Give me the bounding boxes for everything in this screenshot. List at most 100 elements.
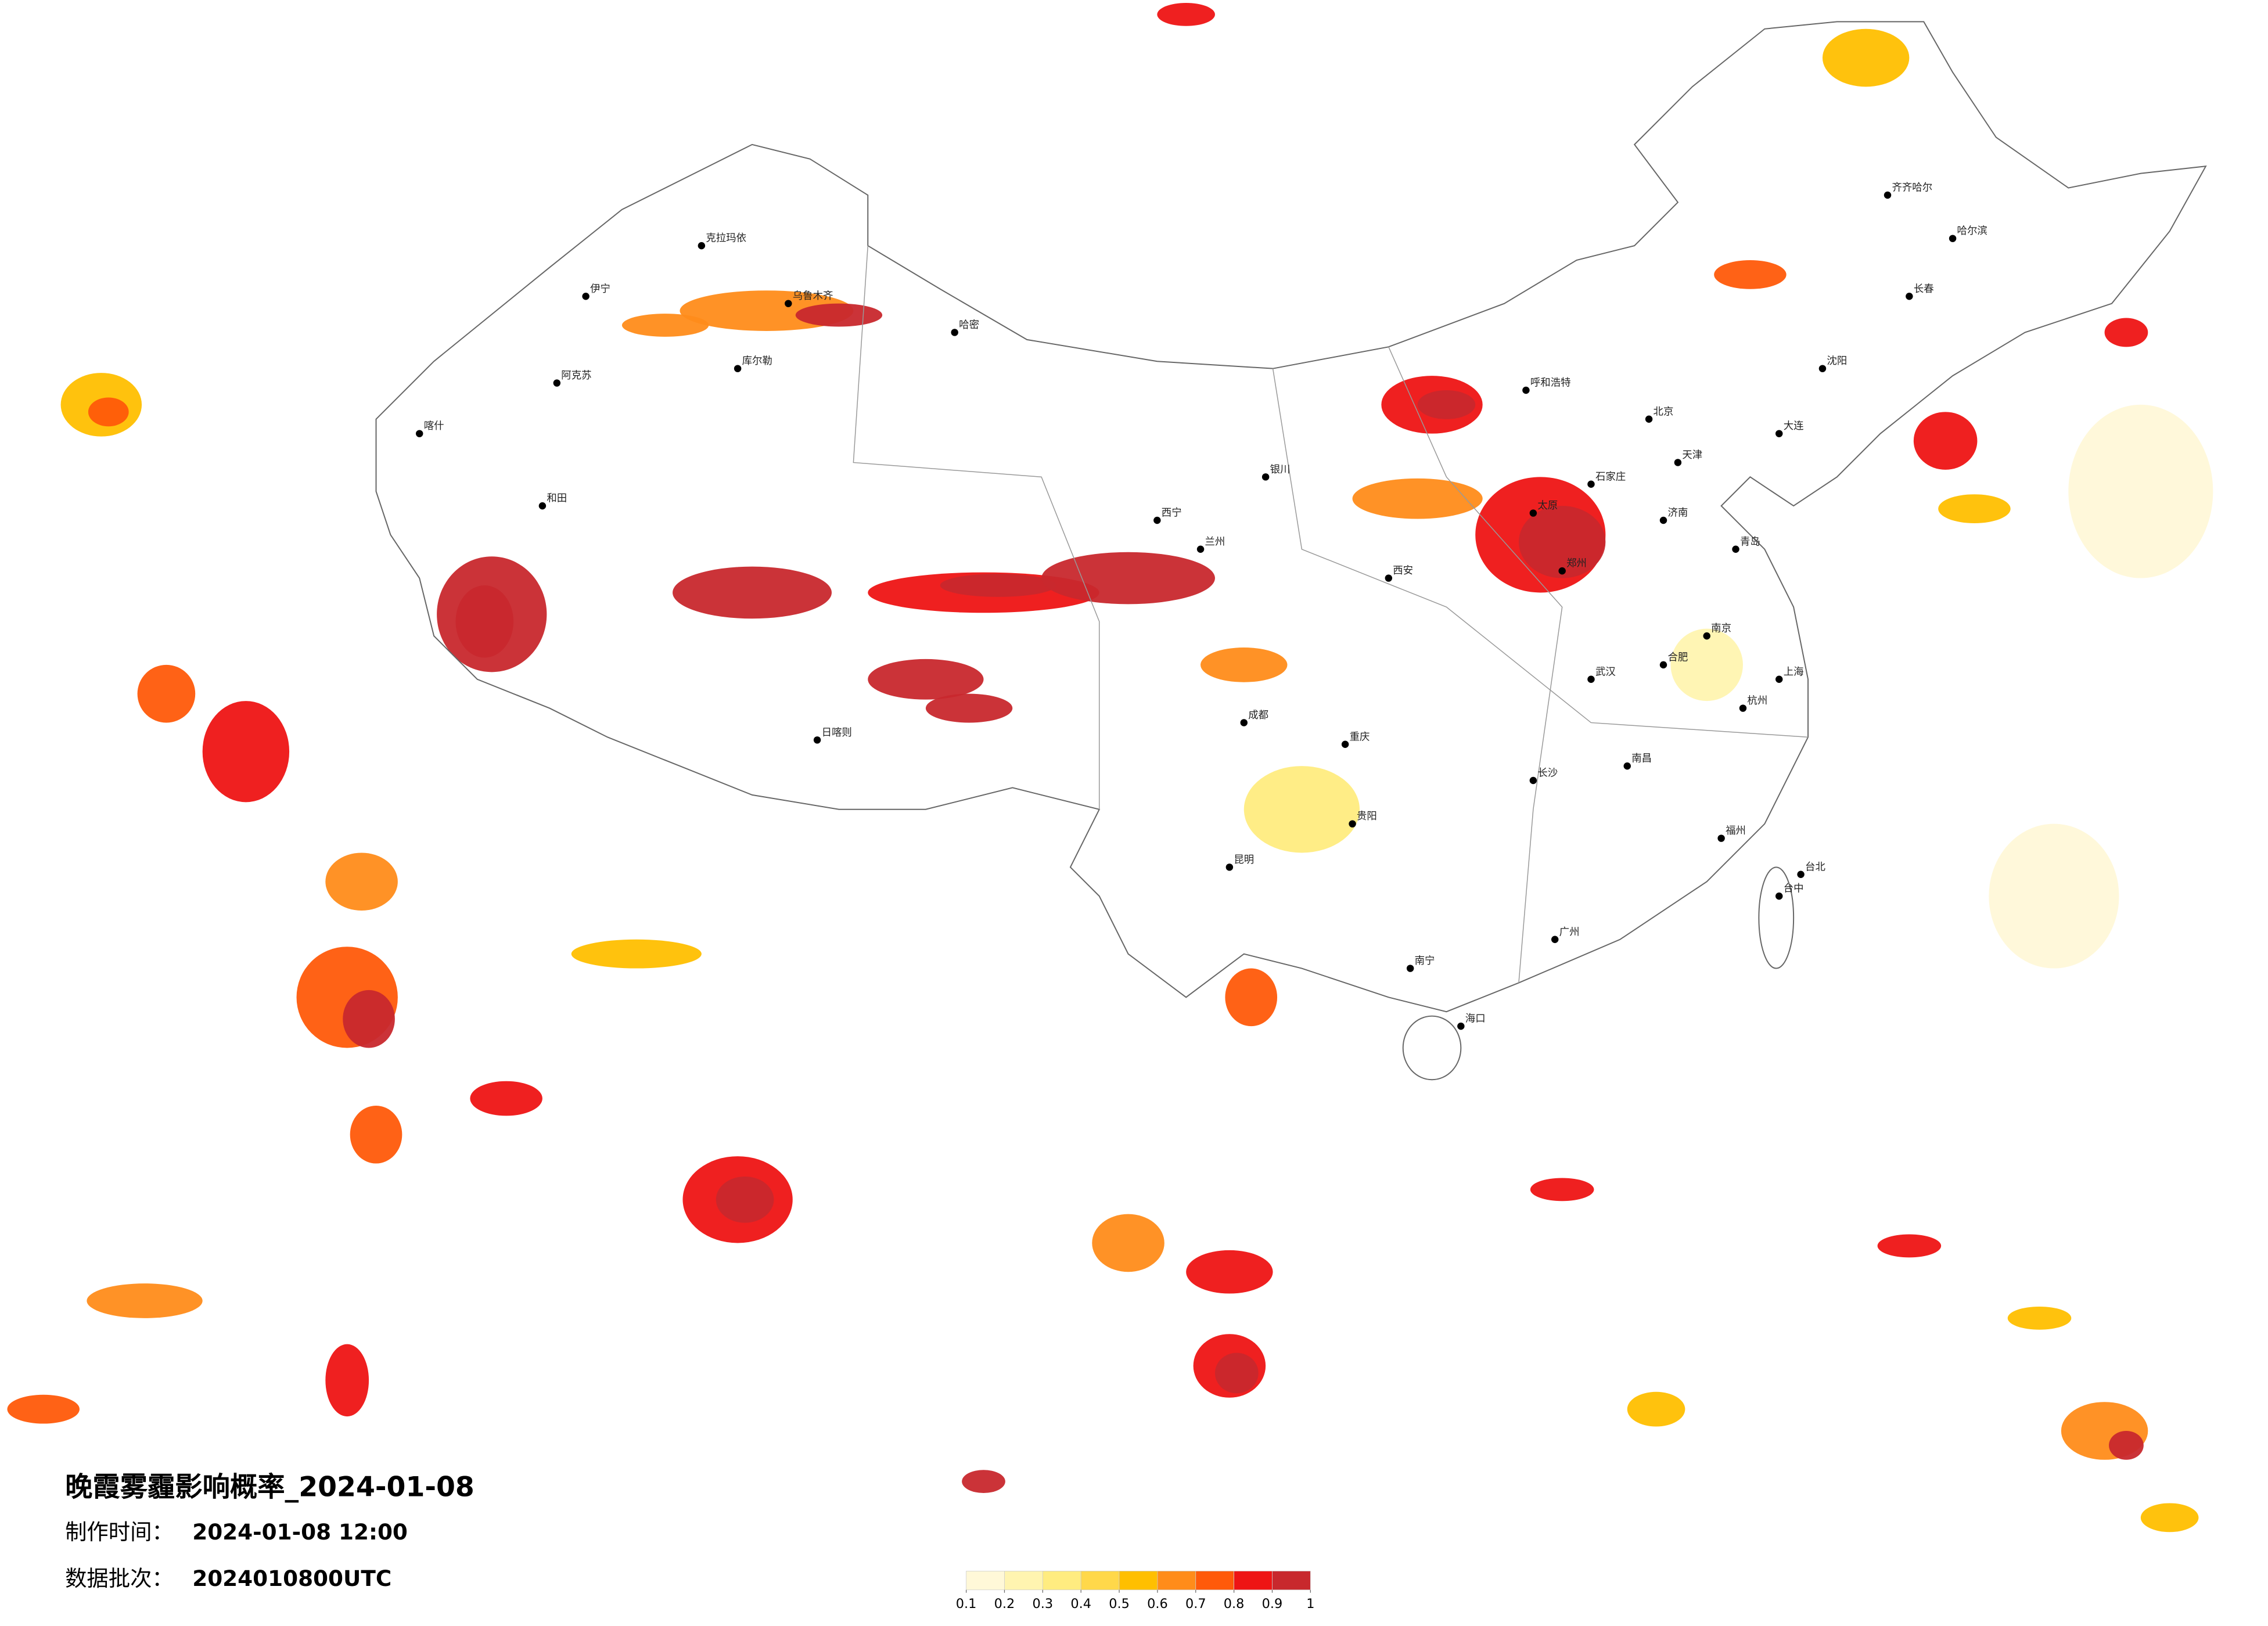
- probability-patch: [621, 314, 709, 337]
- city-label: 南昌: [1631, 753, 1652, 765]
- city-label: 济南: [1667, 508, 1688, 519]
- probability-patch: [350, 1106, 402, 1164]
- taiwan-outline: [1758, 866, 1795, 969]
- probability-patch: [795, 303, 883, 327]
- city-dot: [1797, 870, 1805, 878]
- colorbar-segment: [1195, 1571, 1234, 1591]
- city-label: 青岛: [1740, 536, 1760, 548]
- city-dot: [1529, 776, 1537, 785]
- probability-patch: [1913, 412, 1978, 470]
- probability-patch: [1352, 478, 1483, 519]
- city-dot: [1529, 509, 1537, 517]
- made-label: 制作时间：: [65, 1519, 174, 1545]
- probability-patch: [571, 939, 702, 969]
- city-dot: [553, 379, 561, 387]
- probability-patch: [202, 701, 290, 803]
- probability-patch: [2140, 1503, 2199, 1533]
- city-dot: [1775, 892, 1783, 900]
- probability-patch: [1877, 1234, 1942, 1258]
- city-label: 昆明: [1234, 854, 1254, 866]
- city-dot: [1349, 820, 1356, 828]
- city-label: 西安: [1393, 565, 1413, 577]
- city-label: 贵阳: [1357, 811, 1377, 822]
- city-dot: [1240, 719, 1248, 726]
- title: 晚霞雾霾影响概率_2024-01-08: [65, 1472, 475, 1503]
- city-label: 克拉玛依: [706, 233, 746, 244]
- city-dot: [1659, 516, 1667, 524]
- colorbar-tick-label: 0.1: [956, 1596, 977, 1611]
- city-dot: [1551, 936, 1559, 943]
- probability-patch: [673, 566, 832, 619]
- colorbar-tick-label: 0.6: [1147, 1596, 1168, 1611]
- city-label: 乌鲁木齐: [793, 290, 833, 302]
- colorbar-segment: [1234, 1571, 1273, 1591]
- city-label: 长春: [1914, 283, 1934, 295]
- city-dot: [1717, 834, 1725, 842]
- probability-patch: [1518, 506, 1606, 578]
- colorbar-tick-label: 0.7: [1185, 1596, 1206, 1611]
- probability-patch: [1938, 494, 2011, 523]
- colorbar-segment: [1080, 1571, 1120, 1591]
- probability-patch: [1530, 1178, 1594, 1201]
- city-label: 喀什: [424, 420, 444, 432]
- city-dot: [1341, 740, 1349, 748]
- city-label: 郑州: [1566, 558, 1587, 570]
- probability-patch: [716, 1176, 774, 1223]
- batch-value: 2024010800UTC: [192, 1566, 391, 1591]
- probability-patch: [2007, 1306, 2072, 1330]
- probability-patch: [343, 990, 395, 1048]
- city-dot: [813, 736, 821, 744]
- probability-patch: [1714, 260, 1787, 289]
- city-label: 齐齐哈尔: [1892, 182, 1932, 194]
- hainan-outline: [1402, 1015, 1462, 1081]
- colorbar-segment: [966, 1571, 1005, 1591]
- probability-patch: [1989, 823, 2119, 969]
- probability-patch: [1417, 390, 1476, 419]
- probability-patch: [455, 585, 514, 658]
- city-dot: [1674, 459, 1682, 466]
- probability-patch: [2104, 318, 2148, 347]
- city-dot: [1558, 567, 1566, 575]
- city-label: 海口: [1465, 1013, 1486, 1025]
- probability-patch: [1670, 628, 1743, 702]
- colorbar-segment: [1272, 1571, 1311, 1591]
- province-border: [1272, 368, 1809, 738]
- probability-patch: [88, 397, 129, 427]
- city-dot: [951, 329, 958, 336]
- colorbar-segment: [1157, 1571, 1196, 1591]
- probability-patch: [1225, 968, 1278, 1027]
- probability-patch: [325, 1344, 369, 1417]
- probability-patch: [962, 1470, 1005, 1494]
- probability-patch: [1627, 1391, 1685, 1427]
- city-dot: [1645, 415, 1653, 423]
- probability-patch: [1041, 552, 1215, 605]
- city-label: 成都: [1248, 710, 1268, 721]
- city-dot: [1739, 704, 1747, 712]
- probability-patch: [2068, 404, 2213, 578]
- city-label: 沈阳: [1827, 355, 1847, 367]
- probability-patch: [137, 664, 196, 723]
- colorbar-tick-label: 0.8: [1224, 1596, 1245, 1611]
- probability-patch: [1214, 1352, 1259, 1394]
- city-label: 北京: [1654, 406, 1674, 418]
- city-label: 哈尔滨: [1957, 225, 1987, 237]
- city-label: 天津: [1682, 449, 1702, 461]
- probability-patch: [1822, 28, 1910, 87]
- city-dot: [1196, 545, 1205, 553]
- city-dot: [1225, 864, 1234, 871]
- city-label: 南京: [1711, 623, 1731, 635]
- city-dot: [415, 430, 423, 437]
- city-dot: [1949, 235, 1957, 242]
- probability-patch: [1243, 766, 1360, 853]
- city-dot: [1884, 191, 1892, 199]
- city-label: 日喀则: [822, 727, 852, 739]
- city-label: 上海: [1784, 666, 1804, 678]
- city-dot: [785, 300, 792, 307]
- probability-patch: [1201, 647, 1288, 682]
- probability-patch: [1092, 1214, 1164, 1272]
- colorbar-tick-label: 0.5: [1109, 1596, 1130, 1611]
- city-dot: [1261, 473, 1270, 481]
- province-border: [853, 246, 1100, 810]
